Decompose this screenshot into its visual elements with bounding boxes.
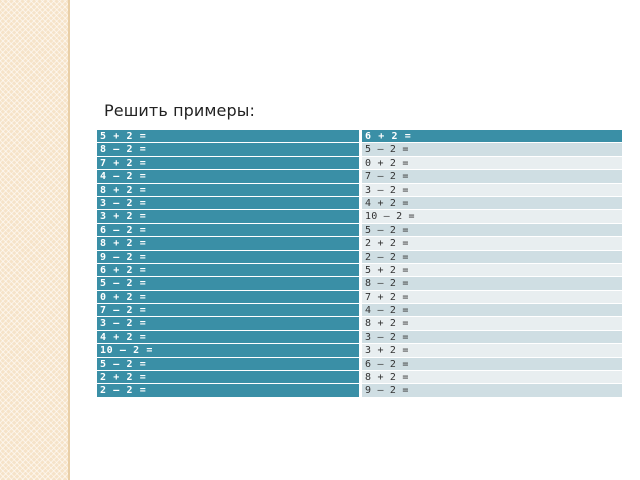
example-row: 7 – 2 = (362, 170, 622, 184)
page-title: Решить примеры: (104, 101, 255, 120)
example-row: 5 – 2 = (97, 277, 359, 291)
example-row: 3 – 2 = (362, 330, 622, 345)
example-row: 7 – 2 = (97, 304, 359, 318)
example-row: 10 – 2 = (362, 210, 622, 224)
example-row: 5 – 2 = (362, 143, 622, 157)
example-row: 8 + 2 = (362, 317, 622, 331)
example-row: 8 + 2 = (362, 371, 622, 385)
example-row: 2 + 2 = (362, 237, 622, 251)
example-row: 0 + 2 = (362, 156, 622, 171)
example-row: 8 + 2 = (97, 183, 359, 197)
example-row: 6 – 2 = (97, 223, 359, 238)
decorative-side-strip (0, 0, 70, 480)
example-row: 8 – 2 = (362, 277, 622, 291)
example-row: 3 + 2 = (97, 210, 359, 224)
examples-column-right: 6 + 2 = 5 – 2 = 0 + 2 = 7 – 2 = 3 – 2 = … (362, 130, 622, 398)
example-row: 3 – 2 = (362, 183, 622, 197)
example-row: 6 – 2 = (362, 357, 622, 372)
example-row: 9 – 2 = (362, 384, 622, 398)
example-row: 4 – 2 = (97, 170, 359, 184)
example-row: 2 – 2 = (362, 250, 622, 264)
example-row: 5 – 2 = (362, 223, 622, 238)
example-row: 3 – 2 = (97, 317, 359, 331)
example-row: 4 – 2 = (362, 304, 622, 318)
example-row: 2 + 2 = (97, 371, 359, 385)
example-row: 0 + 2 = (97, 290, 359, 305)
example-row: 6 + 2 = (362, 130, 622, 144)
example-row: 5 + 2 = (97, 130, 359, 144)
example-row: 3 – 2 = (97, 196, 359, 211)
examples-column-left: 5 + 2 = 8 – 2 = 7 + 2 = 4 – 2 = 8 + 2 = … (97, 130, 359, 398)
example-row: 6 + 2 = (97, 263, 359, 278)
example-row: 8 + 2 = (97, 237, 359, 251)
example-row: 7 + 2 = (362, 290, 622, 305)
example-row: 9 – 2 = (97, 250, 359, 264)
example-row: 7 + 2 = (97, 156, 359, 171)
example-row: 8 – 2 = (97, 143, 359, 157)
example-row: 3 + 2 = (362, 344, 622, 358)
example-row: 5 – 2 = (97, 357, 359, 372)
example-row: 4 + 2 = (362, 196, 622, 211)
example-row: 4 + 2 = (97, 330, 359, 345)
example-row: 10 – 2 = (97, 344, 359, 358)
example-row: 2 – 2 = (97, 384, 359, 398)
example-row: 5 + 2 = (362, 263, 622, 278)
